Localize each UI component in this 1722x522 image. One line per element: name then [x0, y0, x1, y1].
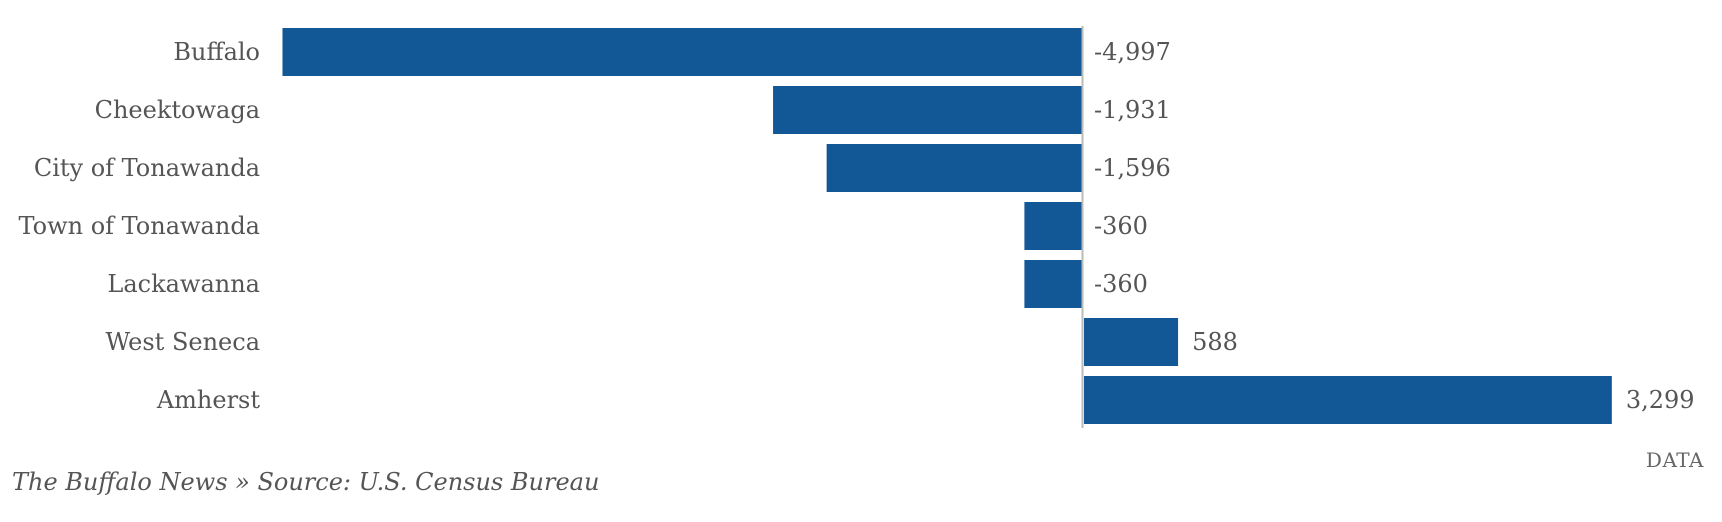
- bar-amherst: [1084, 376, 1612, 424]
- bar-cheektowaga: [773, 86, 1082, 134]
- bar-city-of-tonawanda: [826, 144, 1082, 192]
- category-label: Town of Tonawanda: [18, 212, 260, 240]
- category-label: Amherst: [156, 386, 261, 414]
- value-label: -1,596: [1094, 154, 1171, 182]
- bar-chart: Buffalo -4,997 Cheektowaga -1,931 City of To…: [18, 26, 1695, 428]
- bar-town-of-tonawanda: [1024, 202, 1082, 250]
- source-credit: The Buffalo News » Source: U.S. Census B…: [12, 468, 600, 496]
- data-link[interactable]: DATA: [1645, 448, 1704, 472]
- category-label: Lackawanna: [107, 270, 260, 298]
- bar-lackawanna: [1024, 260, 1082, 308]
- value-label: -360: [1094, 212, 1148, 240]
- value-label: -1,931: [1094, 96, 1171, 124]
- value-label: -4,997: [1094, 38, 1171, 66]
- category-label: City of Tonawanda: [34, 154, 260, 182]
- category-label: Buffalo: [173, 38, 260, 66]
- bar-buffalo: [282, 28, 1083, 76]
- value-label: 588: [1192, 328, 1238, 356]
- value-label: 3,299: [1626, 386, 1695, 414]
- category-label: West Seneca: [105, 328, 260, 356]
- value-label: -360: [1094, 270, 1148, 298]
- bar-west-seneca: [1084, 318, 1179, 366]
- category-label: Cheektowaga: [95, 96, 260, 124]
